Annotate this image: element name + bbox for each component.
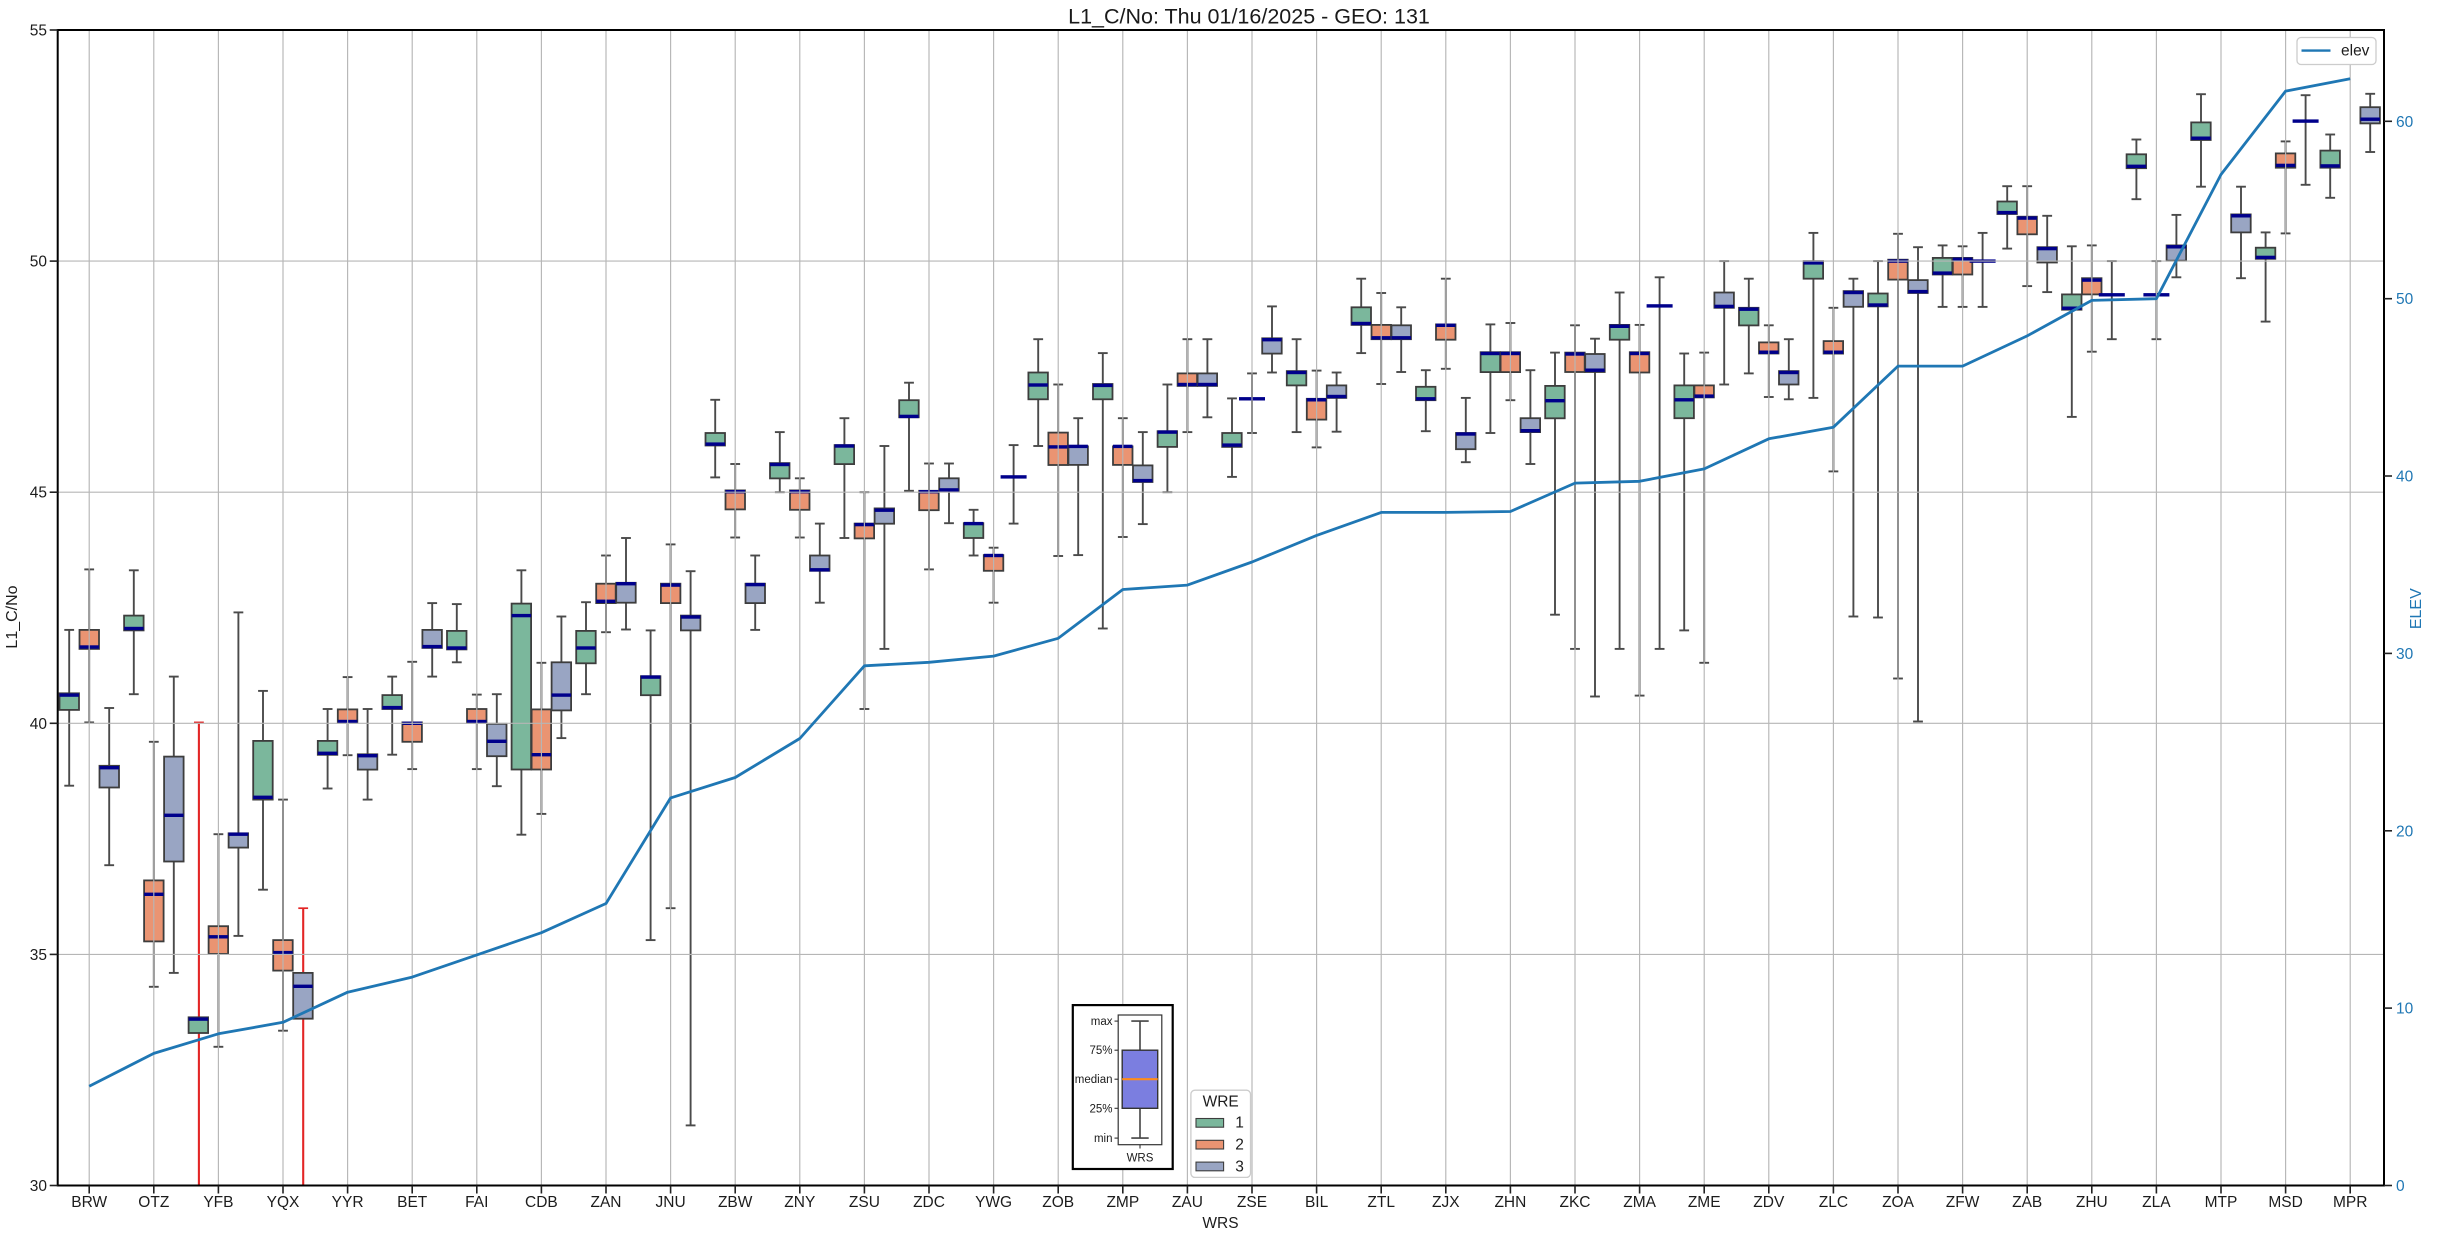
svg-text:L1_C/No: Thu 01/16/2025 - GEO:: L1_C/No: Thu 01/16/2025 - GEO: 131 xyxy=(1068,5,1430,29)
svg-text:3: 3 xyxy=(1235,1158,1244,1175)
svg-text:ZMP: ZMP xyxy=(1106,1194,1139,1211)
svg-text:ZHN: ZHN xyxy=(1494,1194,1526,1211)
svg-text:35: 35 xyxy=(30,947,47,964)
svg-text:max: max xyxy=(1091,1016,1113,1028)
svg-text:JNU: JNU xyxy=(656,1194,686,1211)
svg-text:ZFW: ZFW xyxy=(1946,1194,1980,1211)
svg-text:L1_C/No: L1_C/No xyxy=(4,585,21,648)
svg-text:ZBW: ZBW xyxy=(718,1194,753,1211)
svg-text:ZSE: ZSE xyxy=(1237,1194,1267,1211)
svg-text:YYR: YYR xyxy=(332,1194,364,1211)
svg-text:ZOA: ZOA xyxy=(1882,1194,1915,1211)
svg-text:25%: 25% xyxy=(1089,1103,1112,1115)
svg-text:40: 40 xyxy=(30,716,48,733)
svg-text:MPR: MPR xyxy=(2333,1194,2367,1211)
svg-text:ZLC: ZLC xyxy=(1819,1194,1848,1211)
svg-text:ZKC: ZKC xyxy=(1560,1194,1591,1211)
svg-text:30: 30 xyxy=(30,1178,48,1195)
svg-text:ZSU: ZSU xyxy=(849,1194,880,1211)
svg-text:ZDC: ZDC xyxy=(913,1194,945,1211)
svg-text:YQX: YQX xyxy=(267,1194,300,1211)
svg-text:20: 20 xyxy=(2396,823,2414,840)
svg-text:50: 50 xyxy=(30,254,48,271)
svg-text:ZHU: ZHU xyxy=(2076,1194,2108,1211)
svg-text:ZAB: ZAB xyxy=(2012,1194,2042,1211)
svg-text:ZDV: ZDV xyxy=(1753,1194,1785,1211)
svg-text:50: 50 xyxy=(2396,291,2414,308)
svg-text:30: 30 xyxy=(2396,646,2414,663)
svg-text:WRS: WRS xyxy=(1202,1215,1238,1232)
svg-text:ZME: ZME xyxy=(1688,1194,1721,1211)
svg-text:ZJX: ZJX xyxy=(1432,1194,1460,1211)
svg-text:BRW: BRW xyxy=(71,1194,107,1211)
svg-text:ZMA: ZMA xyxy=(1623,1194,1656,1211)
svg-text:elev: elev xyxy=(2341,43,2370,60)
svg-text:ZAU: ZAU xyxy=(1172,1194,1203,1211)
svg-text:45: 45 xyxy=(30,485,47,502)
svg-text:FAI: FAI xyxy=(465,1194,488,1211)
svg-text:min: min xyxy=(1094,1133,1113,1145)
svg-text:ZNY: ZNY xyxy=(784,1194,815,1211)
svg-text:YFB: YFB xyxy=(203,1194,233,1211)
svg-text:ZTL: ZTL xyxy=(1367,1194,1395,1211)
svg-text:BIL: BIL xyxy=(1305,1194,1329,1211)
svg-text:55: 55 xyxy=(30,23,47,40)
svg-text:1: 1 xyxy=(1235,1115,1244,1132)
svg-text:WRE: WRE xyxy=(1203,1094,1239,1111)
svg-text:MSD: MSD xyxy=(2268,1194,2302,1211)
svg-text:10: 10 xyxy=(2396,1001,2414,1018)
svg-text:ZOB: ZOB xyxy=(1042,1194,1074,1211)
svg-text:ELEV: ELEV xyxy=(2408,588,2425,629)
svg-text:YWG: YWG xyxy=(975,1194,1012,1211)
svg-text:40: 40 xyxy=(2396,469,2414,486)
svg-text:ZAN: ZAN xyxy=(591,1194,622,1211)
svg-text:60: 60 xyxy=(2396,114,2414,131)
svg-text:75%: 75% xyxy=(1089,1045,1112,1057)
svg-text:median: median xyxy=(1075,1074,1113,1086)
svg-text:BET: BET xyxy=(397,1194,428,1211)
svg-text:OTZ: OTZ xyxy=(138,1194,169,1211)
svg-text:0: 0 xyxy=(2396,1178,2405,1195)
svg-text:CDB: CDB xyxy=(525,1194,558,1211)
svg-text:WRS: WRS xyxy=(1127,1153,1154,1165)
svg-text:2: 2 xyxy=(1235,1137,1244,1154)
svg-text:MTP: MTP xyxy=(2205,1194,2238,1211)
svg-text:ZLA: ZLA xyxy=(2142,1194,2171,1211)
